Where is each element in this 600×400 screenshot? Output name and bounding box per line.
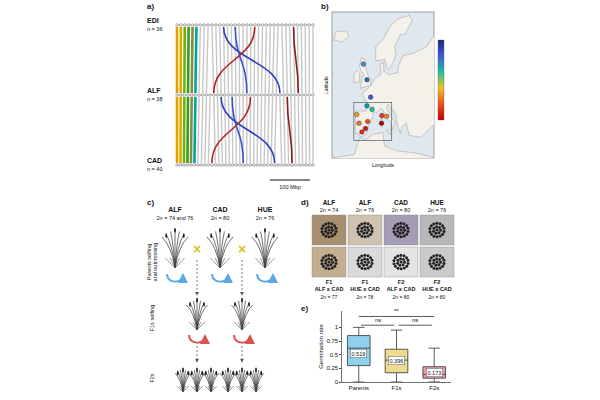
svg-text:c): c) [147, 198, 154, 207]
svg-text:Longitude: Longitude [372, 162, 394, 168]
svg-text:2n = 76: 2n = 76 [256, 215, 275, 221]
svg-text:Latitude: Latitude [323, 76, 329, 94]
svg-text:F1s selfing: F1s selfing [149, 305, 155, 332]
svg-text:0.75: 0.75 [326, 338, 338, 344]
svg-text:ALF x CAD: ALF x CAD [315, 286, 344, 292]
svg-text:n = 40: n = 40 [147, 166, 162, 172]
svg-text:F2s: F2s [149, 373, 155, 382]
svg-text:e): e) [301, 304, 308, 313]
svg-text:HUE x CAD: HUE x CAD [422, 286, 452, 292]
svg-text:0.519: 0.519 [352, 351, 366, 357]
svg-text:b): b) [321, 2, 329, 11]
svg-text:ns: ns [412, 317, 418, 323]
svg-text:HUE x CAD: HUE x CAD [350, 286, 380, 292]
svg-text:2n = 74 and 76: 2n = 74 and 76 [157, 215, 194, 221]
svg-text:0.25: 0.25 [326, 365, 338, 371]
svg-text:d): d) [301, 198, 309, 207]
svg-text:2n = 76: 2n = 76 [356, 207, 375, 213]
svg-text:2n = 80: 2n = 80 [393, 294, 410, 300]
svg-text:ALF: ALF [168, 206, 182, 213]
svg-text:×: × [193, 241, 201, 257]
svg-text:ALF x CAD: ALF x CAD [387, 286, 416, 292]
svg-text:**: ** [394, 308, 399, 314]
svg-text:CAD: CAD [147, 157, 162, 164]
svg-text:2n = 77: 2n = 77 [321, 294, 338, 300]
svg-text:ALF: ALF [323, 199, 336, 206]
svg-text:n = 36: n = 36 [147, 26, 162, 32]
svg-text:CAD: CAD [394, 199, 408, 206]
svg-text:2n = 78: 2n = 78 [357, 294, 374, 300]
svg-text:1: 1 [335, 324, 339, 330]
svg-text:a): a) [147, 2, 154, 11]
svg-text:ALF: ALF [359, 199, 372, 206]
svg-text:2n = 76: 2n = 76 [428, 207, 447, 213]
svg-text:ALF: ALF [147, 87, 161, 94]
svg-text:2n = 74: 2n = 74 [320, 207, 339, 213]
svg-text:0.396: 0.396 [390, 358, 404, 364]
svg-text:2n = 80: 2n = 80 [429, 294, 446, 300]
svg-text:and outcrossing: and outcrossing [152, 243, 158, 282]
svg-text:F1: F1 [326, 279, 332, 285]
svg-text:CAD: CAD [212, 206, 227, 213]
svg-text:2n = 80: 2n = 80 [392, 207, 411, 213]
svg-text:F1s: F1s [391, 385, 401, 391]
svg-text:ns: ns [375, 317, 381, 323]
svg-text:n = 38: n = 38 [147, 96, 162, 102]
svg-text:F1: F1 [362, 279, 368, 285]
svg-text:Parents: Parents [348, 385, 369, 391]
svg-text:F2: F2 [434, 279, 440, 285]
svg-text:×: × [238, 241, 246, 257]
svg-text:HUE: HUE [258, 206, 273, 213]
svg-text:0: 0 [335, 379, 339, 385]
svg-text:2n = 80: 2n = 80 [211, 215, 230, 221]
svg-text:0.173: 0.173 [428, 370, 442, 376]
svg-text:Germination rate: Germination rate [318, 323, 324, 368]
svg-text:Parents selfing: Parents selfing [146, 244, 152, 280]
svg-text:EDI: EDI [147, 17, 159, 24]
svg-text:F2s: F2s [429, 385, 439, 391]
svg-text:0.5: 0.5 [330, 352, 339, 358]
svg-text:F2: F2 [398, 279, 404, 285]
svg-text:100 Mbp: 100 Mbp [279, 184, 300, 190]
svg-text:HUE: HUE [430, 199, 444, 206]
